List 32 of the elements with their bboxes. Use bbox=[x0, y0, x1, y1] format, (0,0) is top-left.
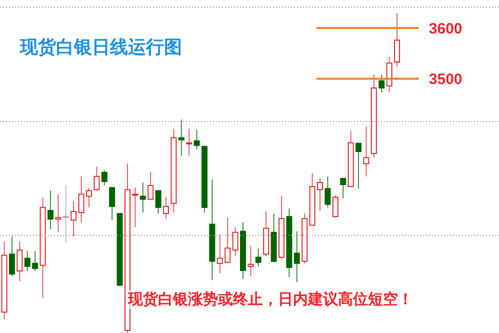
candlestick bbox=[255, 248, 262, 267]
candlestick bbox=[70, 200, 77, 237]
candlestick bbox=[155, 190, 162, 214]
candlestick bbox=[378, 74, 385, 94]
annotation: 现货白银涨势或终止，日内建议高位短空！ bbox=[128, 290, 413, 309]
candlestick bbox=[324, 176, 331, 208]
candlestick bbox=[394, 12, 400, 68]
candlestick bbox=[16, 240, 23, 282]
candlestick bbox=[386, 56, 392, 93]
candlestick bbox=[140, 182, 146, 214]
ref-line-label: 3600 bbox=[428, 20, 462, 38]
text: 现货白银日线运行图 bbox=[20, 36, 182, 59]
candlestick bbox=[232, 226, 238, 257]
candlestick bbox=[162, 196, 169, 220]
candlestick bbox=[294, 230, 300, 283]
candlestick bbox=[340, 178, 346, 199]
candlestick bbox=[62, 185, 69, 244]
candlestick bbox=[178, 118, 184, 156]
candlestick bbox=[148, 172, 154, 200]
candlestick bbox=[101, 170, 108, 186]
candlestick bbox=[363, 126, 370, 177]
candlestick bbox=[47, 190, 54, 230]
candlestick bbox=[194, 129, 200, 150]
candlestick bbox=[248, 246, 254, 277]
ref-line-label: 3500 bbox=[428, 71, 462, 88]
candlestick bbox=[109, 187, 116, 221]
candlestick bbox=[186, 128, 192, 156]
candlestick bbox=[8, 236, 15, 277]
candlestick bbox=[94, 166, 100, 192]
candlestick bbox=[356, 142, 362, 190]
candlestick bbox=[332, 194, 338, 218]
candlestick bbox=[55, 194, 62, 233]
